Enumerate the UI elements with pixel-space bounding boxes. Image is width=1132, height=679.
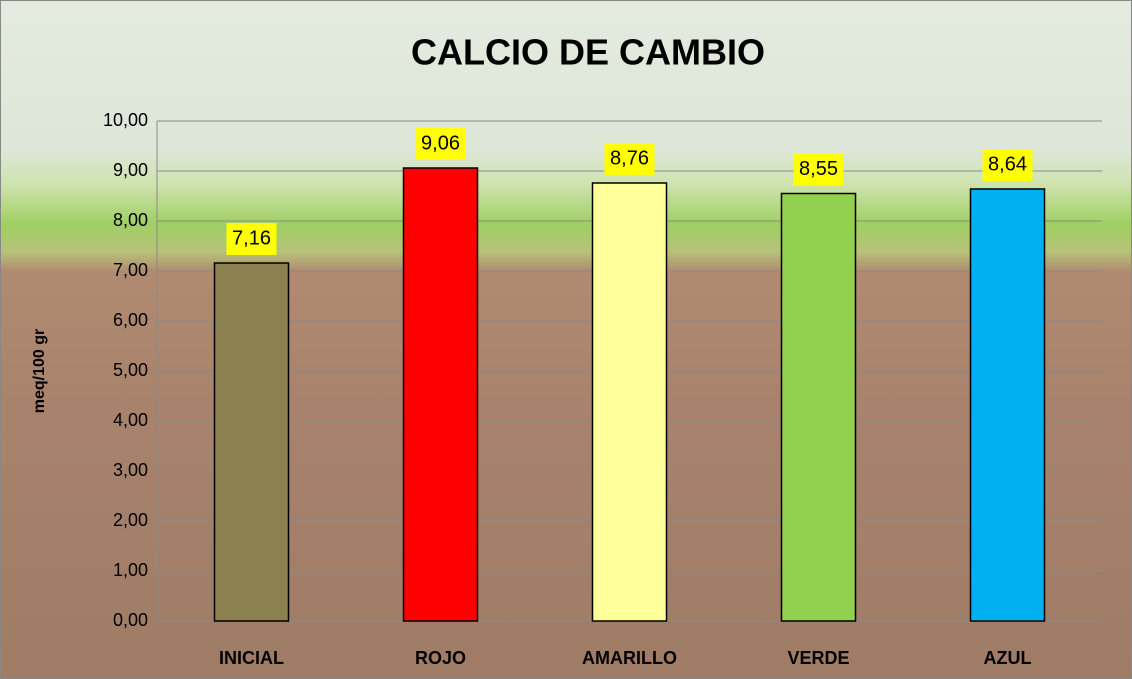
- value-label: 7,16: [232, 227, 271, 249]
- y-tick-label: 2,00: [113, 510, 148, 530]
- y-tick-label: 0,00: [113, 610, 148, 630]
- y-tick-label: 1,00: [113, 560, 148, 580]
- y-tick-label: 7,00: [113, 260, 148, 280]
- bar: [971, 189, 1045, 621]
- x-tick-label: VERDE: [787, 648, 849, 668]
- y-tick-label: 3,00: [113, 460, 148, 480]
- y-tick-label: 8,00: [113, 210, 148, 230]
- bar: [404, 168, 478, 621]
- y-tick-label: 9,00: [113, 160, 148, 180]
- y-axis-label: meq/100 gr: [31, 329, 48, 413]
- chart-title: CALCIO DE CAMBIO: [411, 32, 765, 73]
- x-tick-label: AZUL: [984, 648, 1032, 668]
- y-tick-label: 5,00: [113, 360, 148, 380]
- x-tick-label: ROJO: [415, 648, 466, 668]
- value-label: 8,76: [610, 147, 649, 169]
- x-tick-label: AMARILLO: [582, 648, 677, 668]
- bar: [215, 263, 289, 621]
- value-label: 8,64: [988, 153, 1027, 175]
- y-tick-label: 10,00: [103, 110, 148, 130]
- y-tick-label: 6,00: [113, 310, 148, 330]
- value-label: 9,06: [421, 132, 460, 154]
- x-tick-label: INICIAL: [219, 648, 284, 668]
- chart: CALCIO DE CAMBIO meq/100 gr 0,00 1,00 2,00…: [0, 0, 1132, 679]
- y-tick-label: 4,00: [113, 410, 148, 430]
- value-label: 8,55: [799, 158, 838, 180]
- bar: [593, 183, 667, 621]
- bar: [782, 194, 856, 622]
